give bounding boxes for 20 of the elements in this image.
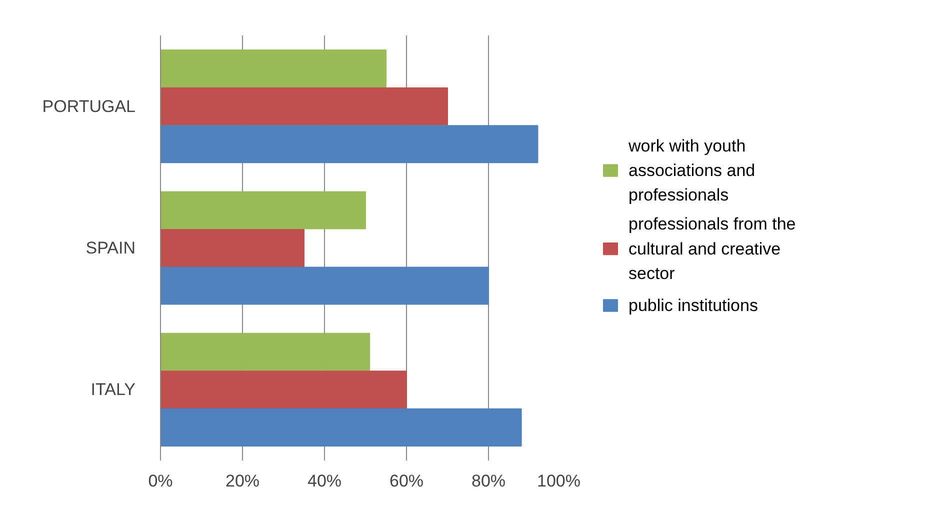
x-tick-label: 80% xyxy=(471,472,506,490)
y-tick-label: ITALY xyxy=(90,380,136,400)
y-tick-label: PORTUGAL xyxy=(42,96,136,116)
bar xyxy=(160,125,538,164)
bar xyxy=(160,408,522,446)
bar xyxy=(160,50,386,88)
x-tick-label: 40% xyxy=(307,472,342,490)
bar xyxy=(160,87,448,126)
x-tick-label: 20% xyxy=(225,472,260,490)
y-tick-label: SPAIN xyxy=(86,238,136,258)
bar xyxy=(160,332,370,371)
x-tick-label: 60% xyxy=(389,472,424,490)
bar xyxy=(160,191,366,230)
bar xyxy=(160,266,489,305)
legend-label: public institutions xyxy=(628,296,758,315)
bar xyxy=(160,370,407,409)
legend-label: professionals from the cultural and creative sector xyxy=(628,214,796,284)
bar xyxy=(160,228,304,268)
x-tick-label: 100% xyxy=(537,472,581,490)
x-tick-label: 0% xyxy=(148,472,173,490)
